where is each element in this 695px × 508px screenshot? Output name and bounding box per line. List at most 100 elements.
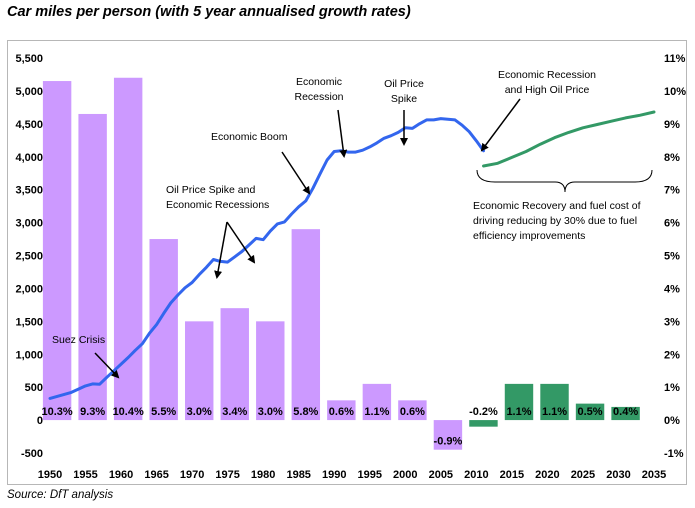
annotations-layer: Suez Crisis Oil Price Spike and Economic R… — [52, 69, 653, 379]
growth-bar — [220, 308, 249, 421]
annotation-arrow — [480, 98, 521, 152]
bar-value-label: 10.3% — [42, 406, 73, 418]
x-axis-tick-label: 2025 — [571, 469, 595, 481]
right-axis-tick-label: 0% — [664, 415, 680, 427]
bar-value-label: -0.2% — [469, 406, 498, 418]
left-axis-tick-label: 5,000 — [15, 86, 43, 98]
x-axis-tick-label: 1980 — [251, 469, 275, 481]
annotation-line: Economic Recession — [498, 69, 596, 81]
bar-value-label: 5.5% — [151, 406, 176, 418]
bar-value-label: 1.1% — [364, 406, 389, 418]
annotation-line: Oil Price — [384, 78, 424, 90]
x-axis-tick-label: 1950 — [38, 469, 62, 481]
chart-title: Car miles per person (with 5 year annual… — [7, 4, 411, 20]
annotation-line: and High Oil Price — [505, 84, 590, 96]
annotation-line: Suez Crisis — [52, 334, 105, 346]
bar-value-label: 0.6% — [400, 406, 425, 418]
growth-bar — [540, 383, 569, 421]
annotation-line: Spike — [391, 93, 417, 105]
bars-layer — [42, 77, 640, 450]
left-axis-tick-label: 3,000 — [15, 218, 43, 230]
bar-value-label: 3.0% — [187, 406, 212, 418]
car-miles-forecast-line — [482, 110, 656, 168]
left-axis-tick-label: 0 — [37, 415, 43, 427]
right-axis-tick-label: 4% — [664, 283, 680, 295]
growth-bar — [256, 321, 285, 421]
source-note: Source: DfT analysis — [7, 489, 114, 501]
right-axis-tick-label: 3% — [664, 316, 680, 328]
annotation-arrow — [214, 221, 228, 279]
x-axis-tick-label: 1985 — [286, 469, 310, 481]
x-axis-tick-label: 1995 — [358, 469, 382, 481]
growth-bar — [291, 229, 321, 421]
left-axis-tick-label: -500 — [21, 448, 43, 460]
growth-bar — [575, 403, 605, 421]
bar-value-label: 3.4% — [222, 406, 247, 418]
bar-value-label: 5.8% — [293, 406, 318, 418]
annotation-arrow — [94, 352, 120, 379]
right-axis-tick-label: 11% — [664, 53, 686, 65]
lines-layer — [48, 110, 656, 400]
left-axis-tick-label: 4,500 — [15, 119, 43, 131]
x-axis-tick-label: 2035 — [642, 469, 666, 481]
annotation-line: Economic Boom — [211, 131, 288, 143]
growth-bar — [504, 383, 534, 421]
left-axis-tick-label: 1,500 — [15, 316, 43, 328]
x-axis-tick-label: 2010 — [464, 469, 488, 481]
annotation-arrow — [337, 109, 348, 158]
forecast-brace — [476, 169, 653, 193]
growth-bar — [78, 113, 107, 421]
annotation-line: efficiency improvements — [473, 230, 585, 242]
annotation-text: Economic Recession — [294, 76, 343, 103]
growth-bar — [433, 420, 463, 450]
annotation-line: Economic — [296, 76, 342, 88]
annotation-text: Economic Recession and High Oil Price — [498, 69, 596, 96]
right-axis-tick-label: 7% — [664, 185, 680, 197]
annotation-text: Economic Boom — [211, 131, 288, 143]
annotation-arrow — [226, 221, 256, 264]
right-axis-tick-label: -1% — [664, 448, 684, 460]
bar-value-label: 9.3% — [80, 406, 105, 418]
right-axis-tick-label: 5% — [664, 251, 680, 263]
x-axis-tick-label: 1975 — [215, 469, 239, 481]
left-axis-tick-label: 2,500 — [15, 251, 43, 263]
growth-bar — [113, 77, 143, 421]
x-axis-tick-label: 2020 — [535, 469, 559, 481]
annotation-line: Economic Recessions — [166, 199, 269, 211]
x-axis-tick-label: 1955 — [73, 469, 97, 481]
bar-value-label: 1.1% — [542, 406, 567, 418]
annotation-line: driving reducing by 30% due to fuel — [473, 215, 637, 227]
growth-bar — [327, 400, 356, 421]
annotation-text: Suez Crisis — [52, 334, 105, 346]
x-axis-tick-label: 2015 — [500, 469, 524, 481]
bar-value-label: 1.1% — [506, 406, 531, 418]
left-axis-tick-label: 500 — [25, 382, 43, 394]
bar-labels-layer: 10.3% 9.3% 10.4% 5.5% 3.0% 3.4% 3.0% 5.8% 0.6% 1.… — [42, 406, 639, 448]
x-axis-tick-label: 1965 — [144, 469, 168, 481]
growth-bar — [398, 400, 427, 421]
x-axis-tick-label: 1960 — [109, 469, 133, 481]
x-axis-tick-label: 1970 — [180, 469, 204, 481]
right-axis-tick-label: 6% — [664, 218, 680, 230]
annotation-text: Economic Recovery and fuel cost of drivin… — [473, 200, 641, 242]
annotation-text: Oil Price Spike — [384, 78, 424, 105]
growth-bar — [42, 81, 72, 421]
bar-value-label: 3.0% — [258, 406, 283, 418]
x-axis-tick-label: 1990 — [322, 469, 346, 481]
left-axis-tick-label: 2,000 — [15, 283, 43, 295]
annotation-text: Oil Price Spike and Economic Recessions — [166, 184, 269, 211]
annotation-arrow — [281, 151, 311, 195]
right-axis-tick-label: 10% — [664, 86, 686, 98]
growth-bar — [362, 383, 392, 421]
annotation-line: Economic Recovery and fuel cost of — [473, 200, 641, 212]
chart-frame — [7, 40, 687, 485]
left-axis-tick-label: 3,500 — [15, 185, 43, 197]
growth-bar — [469, 420, 498, 427]
axes-layer: -500 0 500 1,000 1,500 2,000 2,500 3,000 3,500 4,… — [15, 53, 686, 481]
bar-value-label: 10.4% — [113, 406, 144, 418]
car-miles-actual-line — [48, 117, 485, 400]
right-axis-tick-label: 1% — [664, 382, 680, 394]
right-axis-tick-label: 2% — [664, 349, 680, 361]
bar-value-label: 0.6% — [329, 406, 354, 418]
